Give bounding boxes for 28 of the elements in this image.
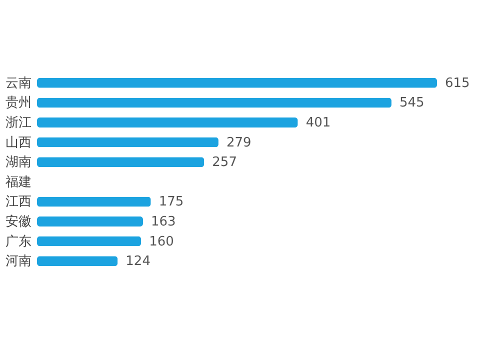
bar (37, 256, 118, 266)
data-label: 160 (149, 234, 174, 250)
bar (37, 137, 218, 148)
bar (37, 157, 204, 168)
bar (37, 236, 142, 246)
data-label: 401 (306, 115, 331, 130)
bar (37, 98, 392, 108)
data-label: 124 (126, 254, 150, 270)
data-label: 545 (399, 96, 424, 111)
data-label: 175 (158, 194, 184, 210)
y-tick-label: 江西 (6, 194, 32, 210)
bar (37, 78, 437, 88)
data-label: 163 (151, 214, 176, 230)
data-label: 615 (445, 76, 470, 91)
y-tick-label: 湖南 (6, 155, 32, 170)
data-label: 279 (226, 135, 252, 150)
y-tick-label: 福建 (6, 174, 32, 190)
y-tick-label: 山西 (6, 135, 32, 150)
y-tick-label: 云南 (6, 76, 32, 91)
y-tick-label: 河南 (6, 254, 32, 270)
y-tick-label: 安徽 (6, 214, 32, 230)
bar (37, 216, 144, 227)
bar (37, 196, 151, 207)
bar (37, 117, 298, 128)
data-label: 257 (212, 155, 237, 170)
y-tick-label: 贵州 (6, 96, 32, 111)
y-tick-label: 浙江 (6, 115, 32, 130)
y-tick-label: 广东 (6, 234, 32, 250)
